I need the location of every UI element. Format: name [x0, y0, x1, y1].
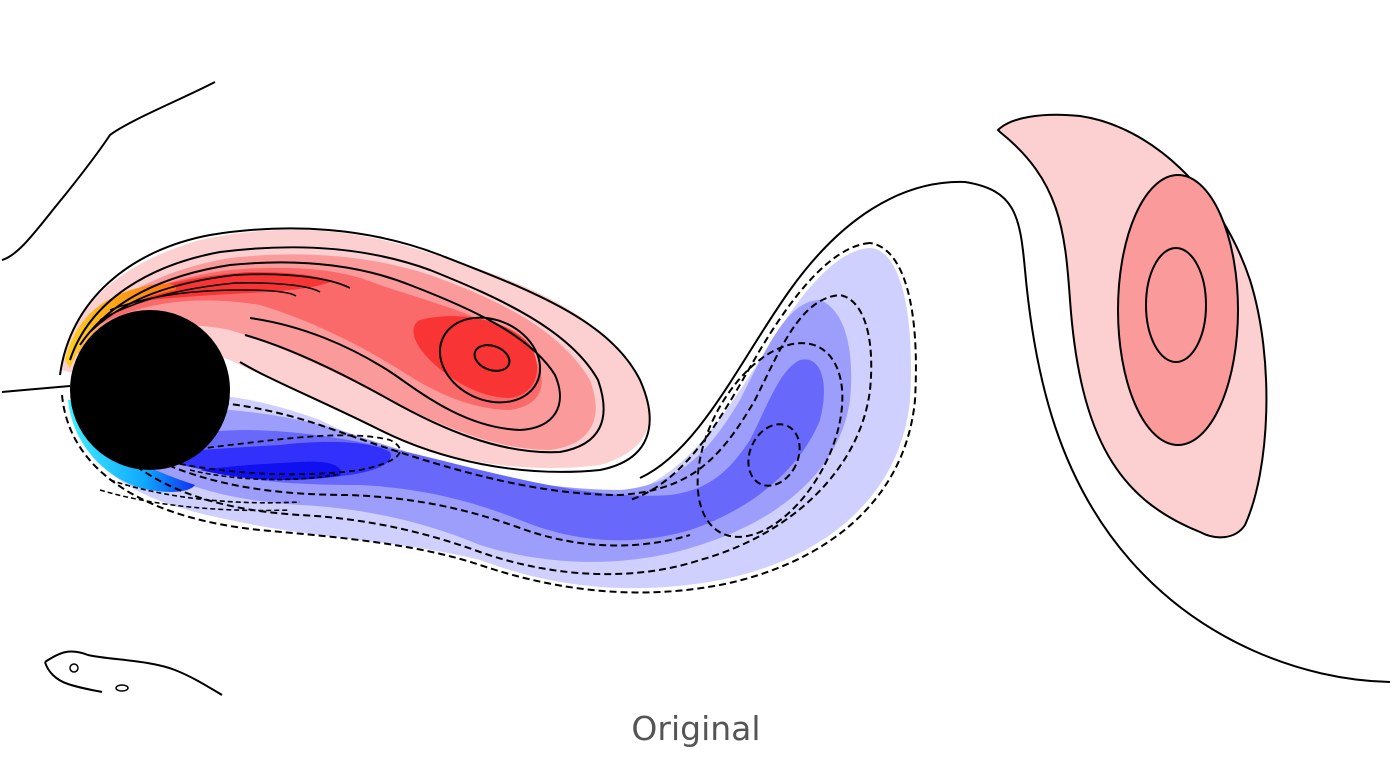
right-sweep-outer-contour	[639, 180, 1391, 683]
positive-shear-layer	[59, 227, 651, 473]
small-contour-loop-2	[69, 663, 79, 673]
upper-left-contour	[1, 81, 216, 261]
inflow-contour	[1, 385, 71, 393]
lower-left-contour	[44, 650, 223, 696]
lower-left-contour-2	[44, 661, 103, 693]
right-positive-vortex	[996, 113, 1268, 539]
cylinder-body	[70, 310, 230, 470]
small-contour-loop	[115, 684, 129, 692]
figure-caption: Original	[631, 709, 761, 748]
